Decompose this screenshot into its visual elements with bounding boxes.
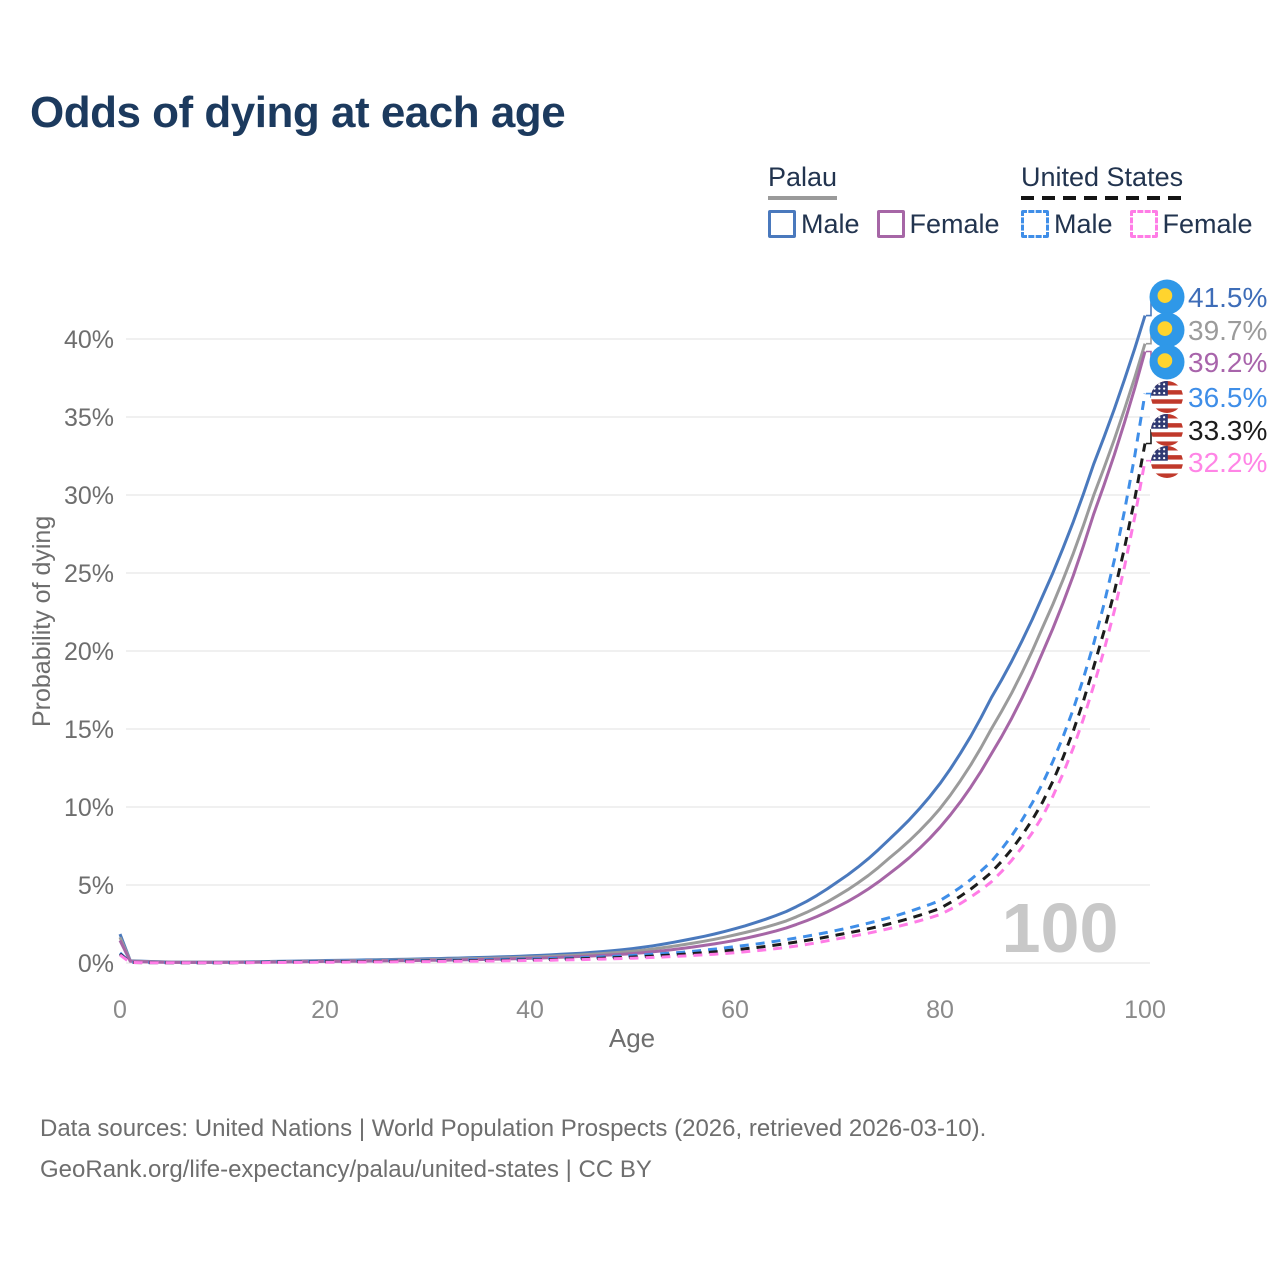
x-tick-label: 40 xyxy=(516,996,544,1024)
united-states-line-swatch xyxy=(1021,195,1184,200)
legend-item-us-male-label: Male xyxy=(1054,208,1113,239)
series-line-palau xyxy=(118,343,1147,964)
palau-male-swatch-icon xyxy=(768,210,796,239)
legend-row-united-states: Male Female xyxy=(1021,209,1253,240)
us-male-swatch-icon xyxy=(1021,210,1049,239)
footer: Data sources: United Nations | World Pop… xyxy=(40,1108,986,1190)
us-flag-icon xyxy=(1151,446,1183,478)
legend-country-palau-label: Palau xyxy=(768,162,838,192)
end-value-label-united-states: 33.3% xyxy=(1188,415,1267,446)
end-value-label-united-states-male: 36.5% xyxy=(1188,382,1267,413)
x-tick-label: 0 xyxy=(113,996,127,1024)
us-flag-icon xyxy=(1151,381,1183,413)
x-tick-label: 20 xyxy=(311,996,339,1024)
legend-country-united-states-label: United States xyxy=(1021,162,1184,192)
y-tick-label: 35% xyxy=(64,404,114,432)
y-tick-label: 30% xyxy=(64,482,114,510)
legend-group-united-states: United States Male Female xyxy=(1021,162,1253,240)
legend-row-palau: Male Female xyxy=(768,209,1000,240)
legend-item-palau-female-label: Female xyxy=(909,208,1000,239)
footer-data-sources: Data sources: United Nations | World Pop… xyxy=(40,1115,987,1142)
x-tick-label: 100 xyxy=(1124,996,1166,1024)
end-value-label-palau-female: 39.2% xyxy=(1188,347,1267,378)
mortality-line-chart: 0% 5% 10% 15% 20% 25% 30% 35% 40% 0 20 40 60 80 100 Age… xyxy=(64,279,1267,1053)
footer-attribution: GeoRank.org/life-expectancy/palau/united… xyxy=(40,1156,652,1183)
y-tick-label: 15% xyxy=(64,716,114,744)
legend-item-palau-male[interactable]: Male xyxy=(768,209,860,240)
age-watermark: 100 xyxy=(1002,889,1119,967)
series-line-palau-male xyxy=(118,315,1147,964)
legend-item-palau-female[interactable]: Female xyxy=(876,208,1000,240)
y-tick-label: 25% xyxy=(64,560,114,588)
series-line-palau-female xyxy=(118,351,1147,964)
x-tick-label: 80 xyxy=(926,996,954,1024)
series-line-united-states-female xyxy=(119,460,1147,965)
y-tick-label: 10% xyxy=(64,794,114,822)
end-value-label-palau: 39.7% xyxy=(1188,315,1267,346)
palau-flag-sun xyxy=(1157,321,1173,336)
x-tick-label: 60 xyxy=(721,996,749,1024)
y-tick-label: 0% xyxy=(78,950,114,978)
legend-country-palau[interactable]: Palau xyxy=(768,162,838,200)
end-value-label-palau-male: 41.5% xyxy=(1188,282,1267,313)
legend-item-us-female[interactable]: Female xyxy=(1129,208,1253,240)
legend-country-united-states[interactable]: United States xyxy=(1021,162,1184,200)
legend-item-us-male[interactable]: Male xyxy=(1021,209,1113,240)
legend-item-palau-male-label: Male xyxy=(801,208,860,239)
page-title: Odds of dying at each age xyxy=(30,88,566,137)
y-tick-label: 5% xyxy=(78,872,114,900)
y-tick-label: 40% xyxy=(64,326,114,354)
series-line-united-states-male xyxy=(118,393,1147,965)
y-tick-label: 20% xyxy=(64,638,114,666)
legend-group-palau: Palau Male Female xyxy=(768,162,1000,240)
legend-item-us-female-label: Female xyxy=(1162,208,1253,239)
palau-female-swatch-icon xyxy=(876,210,905,239)
us-female-swatch-icon xyxy=(1129,210,1158,239)
us-flag-icon xyxy=(1151,414,1183,446)
x-axis-title: Age xyxy=(609,1023,655,1053)
palau-flag-sun xyxy=(1157,353,1173,368)
end-value-label-united-states-female: 32.2% xyxy=(1188,447,1267,478)
palau-flag-sun xyxy=(1157,288,1173,303)
palau-line-swatch xyxy=(768,195,838,200)
